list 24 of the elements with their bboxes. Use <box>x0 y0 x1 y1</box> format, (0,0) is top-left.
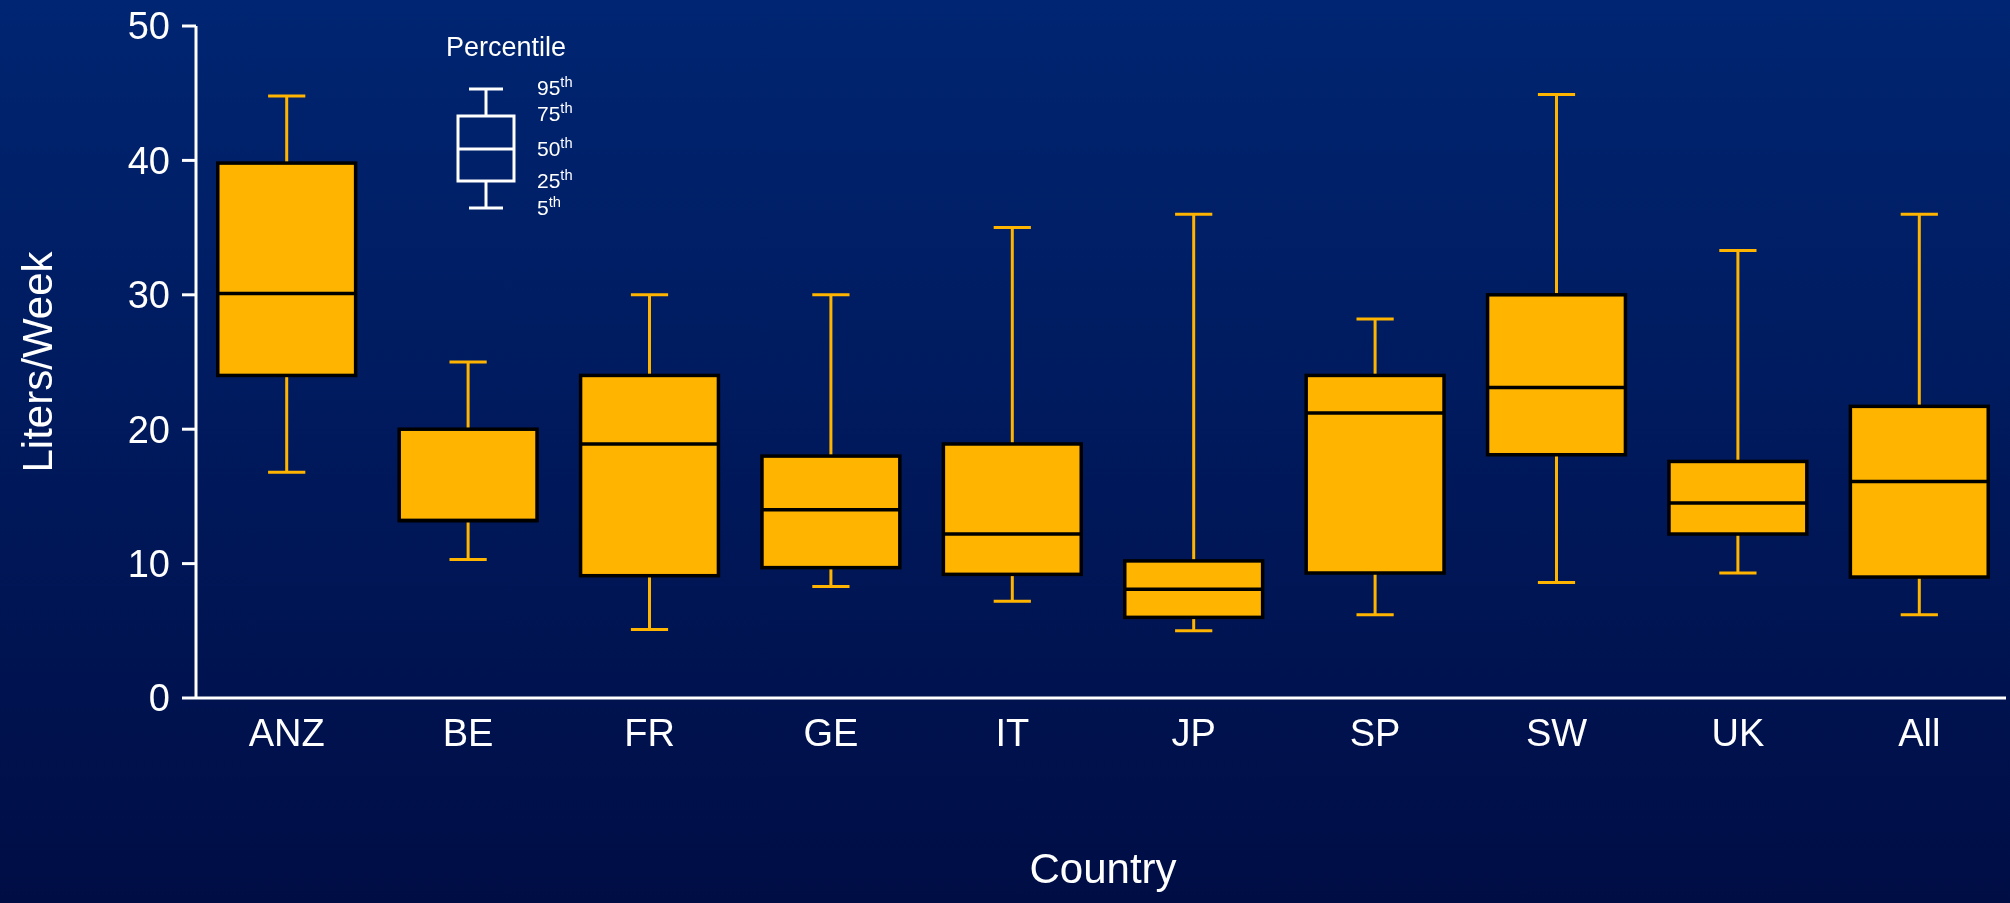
x-tick-label: FR <box>624 712 675 754</box>
annotation: 95$^{th}$ <box>537 74 573 100</box>
x-tick-label: SW <box>1525 712 1588 754</box>
y-tick-label: 20 <box>127 408 170 451</box>
x-tick-label: All <box>1898 712 1941 754</box>
annotation: 50$^{th}$ <box>537 135 573 161</box>
annotation: Percentile <box>445 32 567 62</box>
y-tick-label: 30 <box>127 274 170 317</box>
y-tick-label: 0 <box>148 677 170 720</box>
x-tick-label: JP <box>1171 712 1216 754</box>
y-tick-label: 10 <box>127 542 170 585</box>
x-tick-label: ANZ <box>248 712 325 754</box>
y-axis-title: Liters/Week <box>14 250 61 473</box>
x-tick-label: BE <box>442 712 494 754</box>
annotation: 75$^{th}$ <box>537 100 573 126</box>
annotation: 25$^{th}$ <box>537 167 573 193</box>
x-tick-label: SP <box>1349 712 1401 754</box>
x-axis-title: Country <box>1029 845 1177 892</box>
x-tick-label: IT <box>995 712 1030 754</box>
x-tick-label: GE <box>803 712 859 754</box>
x-tick-label: UK <box>1711 712 1765 754</box>
y-tick-label: 50 <box>127 5 170 48</box>
y-tick-label: 40 <box>127 139 170 182</box>
annotation: 5$^{th}$ <box>537 194 561 220</box>
